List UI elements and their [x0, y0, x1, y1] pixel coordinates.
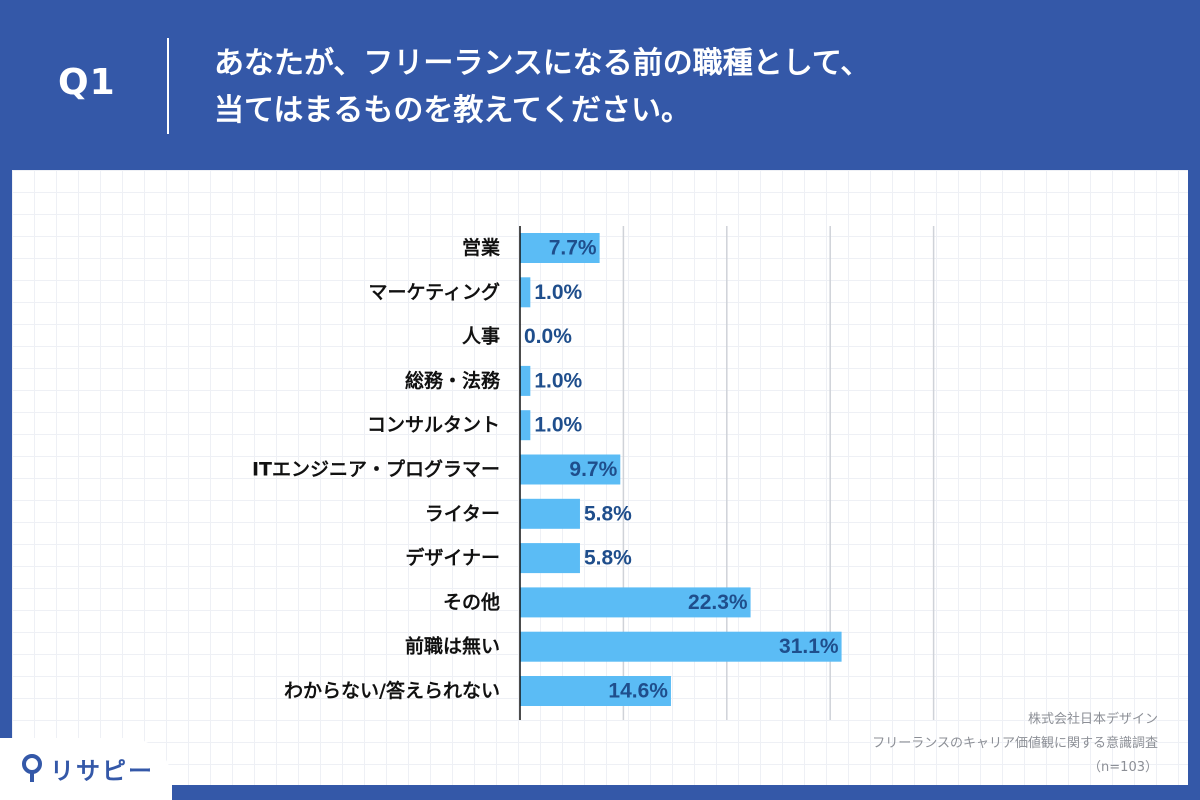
source-sample: （n=103）: [1088, 760, 1158, 775]
value-label: 5.8%: [584, 502, 632, 525]
source-note: 株式会社日本デザイン フリーランスのキャリア価値観に関する意識調査 （n=103…: [872, 708, 1158, 780]
bar: [520, 454, 621, 485]
value-label: 1.0%: [534, 369, 582, 392]
category-label: マーケティング: [369, 280, 500, 303]
chart-panel: 営業 7.7% マーケティング 1.0% 人事 0.0% 総務・法務 1.0% コンサルタント 1…: [12, 170, 1188, 785]
question-title: あなたが、フリーランスになる前の職種として、 当てはまるものを教えてください。: [214, 40, 1174, 134]
category-label: わからない/答えられない: [284, 679, 500, 702]
header-divider: [167, 38, 169, 134]
source-survey: フリーランスのキャリア価値観に関する意識調査: [872, 736, 1158, 751]
bar: [520, 277, 531, 308]
category-label: その他: [443, 590, 500, 613]
bar: [520, 676, 671, 706]
category-label: デザイナー: [405, 546, 500, 569]
bar: [520, 543, 580, 574]
source-company: 株式会社日本デザイン: [1027, 712, 1158, 727]
bar: [520, 365, 531, 396]
logo-text: リサピー: [50, 757, 154, 785]
value-label: 14.6%: [608, 680, 668, 703]
value-label: 7.7%: [549, 237, 597, 260]
value-label: 31.1%: [779, 635, 839, 658]
category-label: ITエンジニア・プログラマー: [252, 458, 500, 481]
category-label: 総務・法務: [405, 369, 501, 392]
bar: [520, 233, 600, 263]
bar: [520, 587, 751, 618]
value-label: 22.3%: [688, 591, 748, 614]
bar: [520, 498, 580, 529]
value-label: 9.7%: [569, 458, 617, 481]
question-number: Q1: [58, 62, 116, 103]
question-title-line-1: あなたが、フリーランスになる前の職種として、: [214, 46, 871, 81]
question-title-line-2: 当てはまるものを教えてください。: [214, 93, 691, 128]
value-label: 5.8%: [584, 547, 632, 570]
bar: [520, 631, 842, 662]
category-label: 営業: [462, 236, 501, 259]
brand-logo: リサピー: [0, 738, 172, 800]
pin-icon: [22, 754, 42, 782]
category-label: コンサルタント: [367, 414, 500, 436]
question-header: Q1 あなたが、フリーランスになる前の職種として、 当てはまるものを教えてくださ…: [0, 0, 1200, 170]
category-label: ライター: [425, 503, 500, 525]
category-label: 人事: [462, 325, 500, 348]
bar: [520, 410, 531, 441]
value-label: 1.0%: [534, 281, 582, 304]
value-label: 0.0%: [524, 325, 572, 348]
bar-chart: 営業 7.7% マーケティング 1.0% 人事 0.0% 総務・法務 1.0% コンサルタント 1…: [252, 226, 935, 720]
category-label: 前職は無い: [405, 635, 500, 658]
value-label: 1.0%: [534, 414, 582, 437]
